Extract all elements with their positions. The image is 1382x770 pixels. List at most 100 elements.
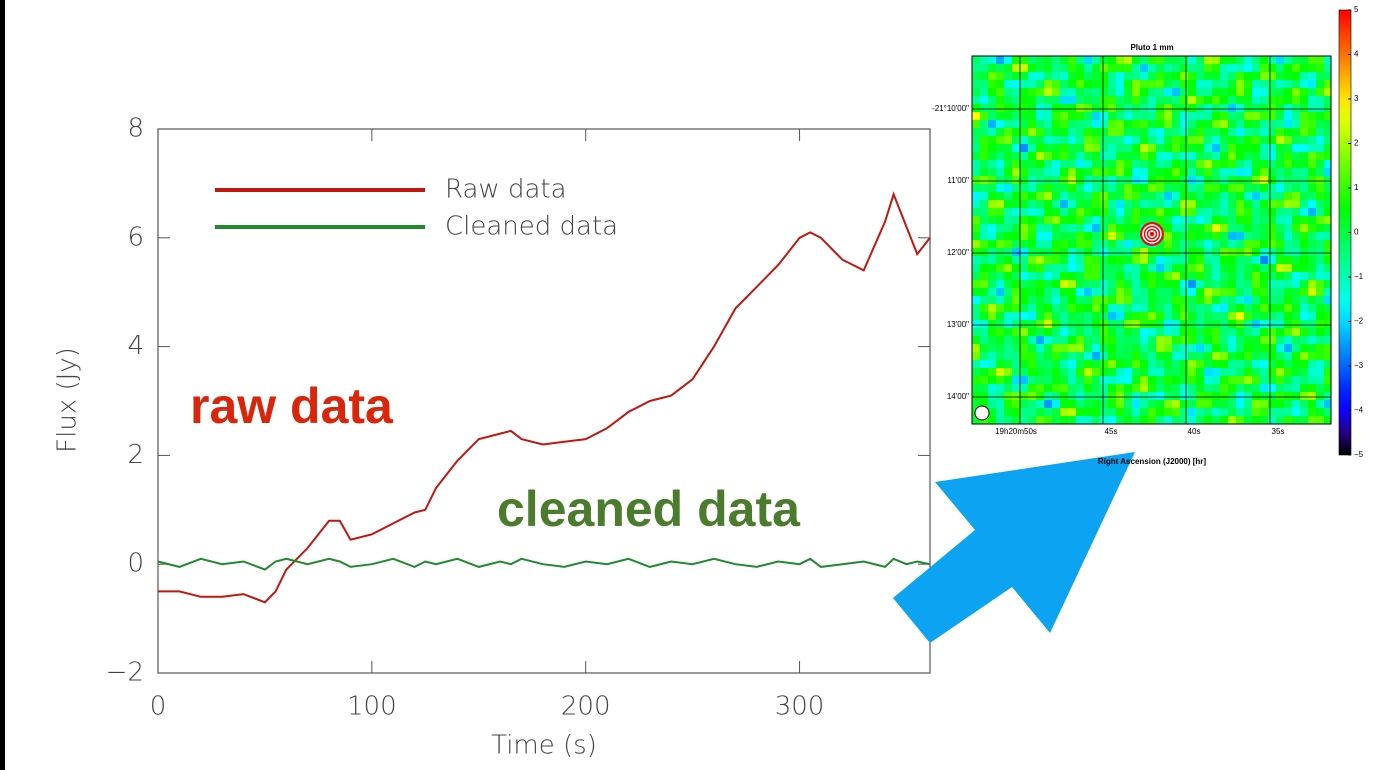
map-cell <box>1164 96 1172 104</box>
map-cell <box>1036 328 1044 336</box>
map-cell <box>1212 304 1220 312</box>
map-cell <box>1036 176 1044 184</box>
map-cell <box>1028 304 1036 312</box>
map-cell <box>1284 152 1292 160</box>
map-cell <box>1140 408 1148 416</box>
map-cell <box>996 224 1004 232</box>
map-cell <box>1236 168 1244 176</box>
map-cell <box>996 232 1004 240</box>
map-cell <box>1308 216 1316 224</box>
map-cell <box>1188 88 1196 96</box>
map-cell <box>1260 104 1268 112</box>
map-cell <box>1060 96 1068 104</box>
map-cell <box>1308 152 1316 160</box>
map-cell <box>1076 328 1084 336</box>
map-cell <box>1028 208 1036 216</box>
map-cell <box>1108 104 1116 112</box>
map-cell <box>1092 88 1100 96</box>
map-cell <box>980 336 988 344</box>
map-cell <box>1068 232 1076 240</box>
map-cell <box>1244 392 1252 400</box>
map-cell <box>1188 408 1196 416</box>
map-cell <box>1188 184 1196 192</box>
map-cell <box>1252 280 1260 288</box>
map-cell <box>1116 80 1124 88</box>
map-cell <box>1068 248 1076 256</box>
map-cell <box>1268 152 1276 160</box>
map-cell <box>1228 104 1236 112</box>
map-cell <box>1012 96 1020 104</box>
map-cell <box>1260 64 1268 72</box>
map-cell <box>1284 176 1292 184</box>
map-cell <box>1220 368 1228 376</box>
map-cell <box>1076 408 1084 416</box>
map-cell <box>988 208 996 216</box>
map-cell <box>1124 176 1132 184</box>
map-cell <box>1188 344 1196 352</box>
map-cell <box>1236 272 1244 280</box>
map-cell <box>1244 328 1252 336</box>
map-cell <box>1300 160 1308 168</box>
map-cell <box>1044 248 1052 256</box>
map-cell <box>1100 392 1108 400</box>
map-cell <box>1012 248 1020 256</box>
map-cell <box>1020 264 1028 272</box>
map-cell <box>1012 208 1020 216</box>
map-cell <box>1220 72 1228 80</box>
map-cell <box>1260 136 1268 144</box>
map-cell <box>996 256 1004 264</box>
map-cell <box>1276 136 1284 144</box>
map-cell <box>1196 192 1204 200</box>
map-cell <box>1236 392 1244 400</box>
map-cell <box>1220 376 1228 384</box>
map-cell <box>1220 320 1228 328</box>
map-cell <box>1180 88 1188 96</box>
map-cell <box>972 192 980 200</box>
map-cell <box>1212 160 1220 168</box>
map-cell <box>1076 232 1084 240</box>
map-cell <box>1124 384 1132 392</box>
map-cell <box>1004 88 1012 96</box>
map-cell <box>1316 304 1324 312</box>
map-cell <box>1124 360 1132 368</box>
map-cell <box>972 72 980 80</box>
map-cell <box>1076 136 1084 144</box>
map-cell <box>1316 160 1324 168</box>
map-cell <box>1228 168 1236 176</box>
map-cell <box>1292 248 1300 256</box>
series-line <box>158 559 930 570</box>
map-cell <box>1100 232 1108 240</box>
map-cell <box>1028 248 1036 256</box>
map-cell <box>1316 360 1324 368</box>
map-cell <box>1300 112 1308 120</box>
map-cell <box>1164 64 1172 72</box>
map-cell <box>1284 416 1292 424</box>
map-cell <box>1092 312 1100 320</box>
map-cell <box>996 168 1004 176</box>
map-cell <box>1268 144 1276 152</box>
map-cell <box>1124 232 1132 240</box>
map-cell <box>1036 232 1044 240</box>
map-cell <box>1084 160 1092 168</box>
map-cell <box>1308 352 1316 360</box>
map-cell <box>1316 232 1324 240</box>
map-cell <box>1156 64 1164 72</box>
map-cell <box>1308 320 1316 328</box>
map-cell <box>1212 72 1220 80</box>
map-cell <box>1108 216 1116 224</box>
map-cell <box>1068 376 1076 384</box>
map-cell <box>1220 288 1228 296</box>
map-cell <box>1060 216 1068 224</box>
map-cell <box>972 256 980 264</box>
map-cell <box>1148 384 1156 392</box>
map-cell <box>1164 344 1172 352</box>
map-cell <box>1276 88 1284 96</box>
map-cell <box>1052 176 1060 184</box>
map-cell <box>1164 176 1172 184</box>
map-cell <box>1148 256 1156 264</box>
map-cell <box>1084 104 1092 112</box>
map-cell <box>1132 88 1140 96</box>
map-cell <box>1252 184 1260 192</box>
map-cell <box>1012 192 1020 200</box>
map-cell <box>1172 248 1180 256</box>
